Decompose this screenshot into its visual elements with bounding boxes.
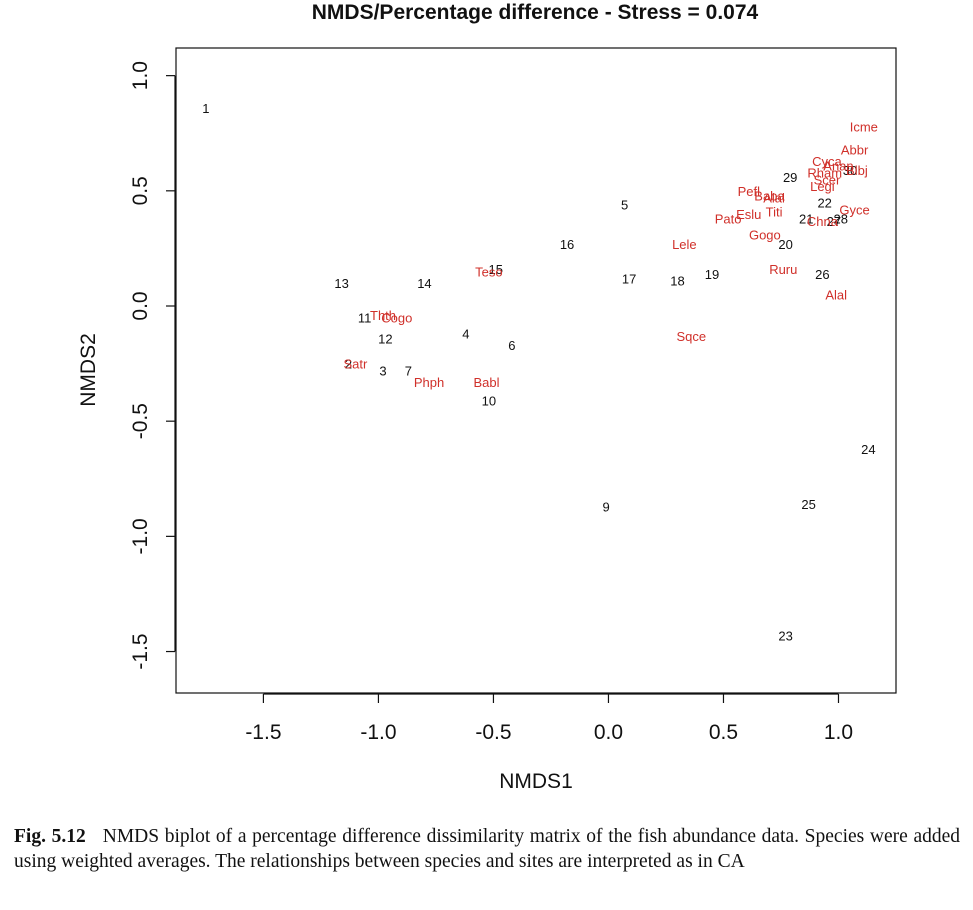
species-label: Pefl bbox=[738, 184, 761, 199]
species-label: Alal bbox=[763, 191, 785, 206]
site-label: 4 bbox=[462, 327, 469, 342]
site-label: 29 bbox=[783, 170, 797, 185]
species-label: Babl bbox=[474, 375, 500, 390]
site-label: 28 bbox=[834, 211, 848, 226]
species-label: Gogo bbox=[749, 228, 781, 243]
site-label: 6 bbox=[508, 338, 515, 353]
site-label: 5 bbox=[621, 198, 628, 213]
site-label: 14 bbox=[417, 276, 431, 291]
site-label: 12 bbox=[378, 331, 392, 346]
site-label: 18 bbox=[670, 274, 684, 289]
species-label: Abbr bbox=[841, 142, 869, 157]
species-label: Scer bbox=[814, 172, 841, 187]
figure-caption: Fig. 5.12 NMDS biplot of a percentage di… bbox=[14, 824, 960, 874]
species-label: Ruru bbox=[769, 262, 797, 277]
species-label: Lele bbox=[672, 237, 697, 252]
species-label: Blbj bbox=[846, 163, 868, 178]
species-label: Chna bbox=[807, 214, 839, 229]
figure-caption-text: NMDS biplot of a percentage difference d… bbox=[14, 826, 960, 872]
x-tick-label: -1.5 bbox=[245, 721, 281, 744]
site-label: 23 bbox=[778, 628, 792, 643]
plot-frame bbox=[175, 47, 897, 694]
site-label: 30 bbox=[843, 163, 857, 178]
figure-label: Fig. 5.12 bbox=[14, 826, 86, 847]
site-label: 22 bbox=[817, 195, 831, 210]
y-tick-label: -1.0 bbox=[129, 518, 152, 554]
x-axis-label: NMDS1 bbox=[499, 770, 573, 793]
species-label: Alal bbox=[825, 287, 847, 302]
species-label: Titi bbox=[766, 205, 783, 220]
site-label: 21 bbox=[799, 211, 813, 226]
site-label: 7 bbox=[405, 364, 412, 379]
site-label: 9 bbox=[603, 499, 610, 514]
x-tick-label: 0.0 bbox=[594, 721, 623, 744]
x-tick-label: -1.0 bbox=[360, 721, 396, 744]
site-label: 27 bbox=[827, 214, 841, 229]
x-tick-label: 1.0 bbox=[824, 721, 853, 744]
x-axis: -1.5 -1.0 -0.5 0.0 0.5 1.0 bbox=[245, 693, 853, 744]
site-label: 2 bbox=[345, 357, 352, 372]
y-tick-label: 1.0 bbox=[129, 61, 152, 90]
species-label: Phph bbox=[414, 375, 444, 390]
species-label: Thth bbox=[370, 308, 396, 323]
species-label: Cyca bbox=[812, 154, 842, 169]
species-label: Teso bbox=[475, 264, 502, 279]
species-label: Icme bbox=[850, 119, 878, 134]
site-label: 20 bbox=[778, 237, 792, 252]
y-tick-label: 0.0 bbox=[129, 291, 152, 320]
site-label: 17 bbox=[622, 271, 636, 286]
species-label: Gyce bbox=[839, 202, 869, 217]
species-label: Rham bbox=[807, 165, 842, 180]
site-label: 25 bbox=[801, 497, 815, 512]
site-label: 10 bbox=[482, 393, 496, 408]
y-axis-label: NMDS2 bbox=[77, 333, 100, 407]
site-label: 15 bbox=[489, 262, 503, 277]
species-label: Baba bbox=[754, 188, 785, 203]
site-label: 13 bbox=[334, 276, 348, 291]
y-tick-label: -1.5 bbox=[129, 633, 152, 669]
species-label: Sqce bbox=[676, 329, 706, 344]
site-label: 16 bbox=[560, 237, 574, 252]
species-label: Satr bbox=[344, 357, 369, 372]
site-label: 3 bbox=[379, 364, 386, 379]
x-tick-label: 0.5 bbox=[709, 721, 738, 744]
species-label: Legi bbox=[810, 179, 835, 194]
x-tick-label: -0.5 bbox=[475, 721, 511, 744]
y-tick-label: -0.5 bbox=[129, 403, 152, 439]
y-axis: -1.5 -1.0 -0.5 0.0 0.5 1.0 bbox=[129, 61, 176, 670]
site-label: 1 bbox=[202, 101, 209, 116]
species-label: Pato bbox=[715, 211, 742, 226]
site-label: 11 bbox=[358, 311, 372, 326]
site-label: 19 bbox=[705, 267, 719, 282]
species-label: Cogo bbox=[381, 311, 412, 326]
species-label: Eslu bbox=[736, 207, 761, 222]
species-label: Anan bbox=[823, 158, 853, 173]
site-label: 24 bbox=[861, 442, 875, 457]
site-label: 26 bbox=[815, 267, 829, 282]
nmds-biplot: NMDS/Percentage difference - Stress = 0.… bbox=[77, 1, 897, 793]
y-tick-label: 0.5 bbox=[129, 176, 152, 205]
chart-title: NMDS/Percentage difference - Stress = 0.… bbox=[312, 1, 759, 24]
